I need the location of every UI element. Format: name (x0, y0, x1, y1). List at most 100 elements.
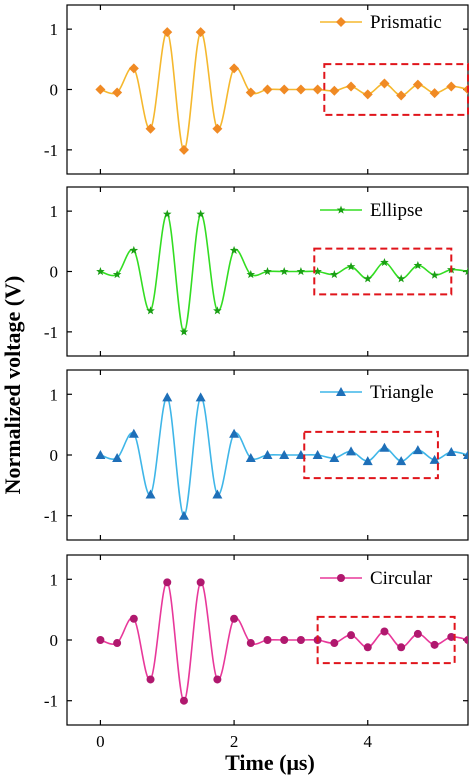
data-point (379, 78, 390, 89)
x-tick-label: 4 (364, 732, 373, 751)
y-tick-label: 0 (50, 446, 59, 465)
data-point (229, 63, 240, 74)
highlight-box (323, 63, 469, 116)
data-point (128, 63, 139, 74)
data-point (230, 614, 239, 623)
data-point (245, 453, 256, 463)
data-point (128, 428, 139, 438)
y-tick-label: 0 (50, 631, 59, 650)
data-point (429, 88, 440, 99)
data-point (95, 84, 106, 95)
data-point (179, 696, 188, 705)
data-point (262, 84, 273, 95)
y-tick-label: 1 (50, 202, 59, 221)
data-point (178, 144, 189, 155)
data-point (263, 636, 272, 644)
data-point (430, 270, 439, 279)
data-point (229, 245, 239, 255)
data-point (195, 392, 206, 402)
legend-label: Circular (370, 568, 433, 589)
data-point (396, 274, 406, 283)
data-point (280, 636, 289, 644)
legend-marker (336, 205, 346, 214)
highlight-box (313, 247, 453, 296)
legend-marker (336, 387, 346, 396)
data-point (213, 675, 222, 684)
data-point (396, 90, 407, 101)
y-tick-label: 0 (50, 81, 59, 100)
data-point (113, 639, 122, 648)
data-point (346, 81, 357, 92)
data-point (412, 445, 423, 455)
data-point (95, 450, 106, 459)
data-point (329, 453, 340, 463)
data-point (129, 614, 138, 623)
data-point (413, 629, 422, 638)
data-point (379, 442, 390, 452)
data-point (296, 267, 306, 276)
data-point (463, 450, 468, 459)
data-point (195, 27, 206, 38)
data-point (145, 489, 156, 499)
data-point (229, 428, 240, 438)
y-tick-label: 1 (50, 20, 59, 39)
data-point (279, 450, 290, 459)
x-axis-title: Time (μs) (225, 750, 315, 775)
data-point (312, 450, 323, 459)
data-point (463, 84, 468, 95)
data-point (447, 632, 456, 641)
data-point (212, 489, 223, 499)
x-tick-label: 0 (96, 732, 105, 751)
legend-label: Prismatic (370, 12, 442, 33)
data-point (262, 450, 273, 459)
data-point (362, 456, 373, 466)
data-point (196, 209, 205, 218)
data-point (397, 643, 406, 652)
y-tick-label: -1 (44, 692, 58, 711)
series-group (95, 392, 468, 520)
data-point (446, 446, 457, 456)
data-point (96, 267, 105, 276)
y-tick-label: 1 (50, 570, 59, 589)
series-group (96, 578, 468, 705)
data-point (380, 257, 389, 267)
x-tick-label: 2 (230, 732, 239, 751)
data-point (363, 643, 372, 652)
y-tick-label: -1 (44, 141, 58, 160)
data-point (146, 306, 155, 315)
data-point (263, 267, 272, 276)
data-point (295, 84, 306, 95)
data-point (413, 260, 423, 270)
data-point (412, 79, 423, 90)
data-point (313, 267, 322, 276)
data-point (146, 675, 155, 684)
data-point (96, 636, 105, 644)
data-point (246, 270, 256, 279)
data-point (312, 84, 323, 95)
data-point (145, 123, 156, 134)
legend-label: Ellipse (370, 200, 423, 221)
chart-panel-4: -1 0 1 0 2 4 Circular (44, 554, 469, 751)
data-point (329, 85, 340, 96)
highlight-box (303, 430, 439, 480)
data-point (346, 262, 356, 271)
data-point (162, 209, 172, 218)
data-point (212, 123, 223, 134)
data-point (178, 510, 189, 520)
data-point (429, 454, 440, 464)
data-point (446, 81, 457, 92)
series-group (96, 209, 468, 336)
data-point (213, 306, 222, 315)
series-group (95, 27, 468, 155)
y-tick-label: 0 (50, 263, 59, 282)
chart-panel-1: -1 0 1 Prismatic (44, 4, 469, 175)
data-point (296, 636, 305, 644)
data-point (430, 640, 439, 649)
y-axis-title: Normalized voltage (V) (0, 276, 25, 495)
data-point (330, 639, 339, 648)
data-point (380, 627, 389, 636)
data-point (162, 392, 173, 402)
legend-marker (337, 574, 345, 582)
data-point (112, 453, 123, 463)
